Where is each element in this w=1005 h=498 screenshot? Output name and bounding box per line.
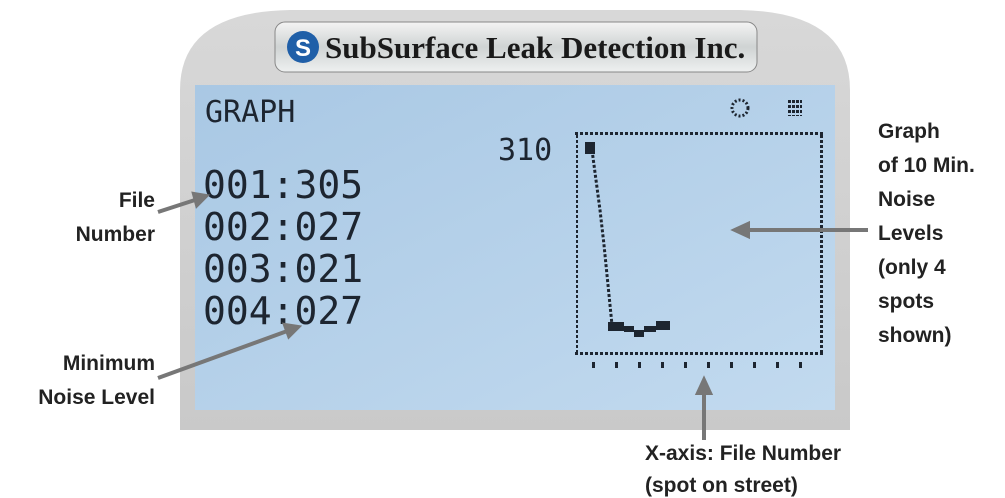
annotation: Noise: [878, 188, 935, 211]
annotation: Minimum: [63, 352, 155, 375]
annotation: Levels: [878, 222, 943, 245]
screen-title: GRAPH: [205, 95, 295, 130]
reading: 004:027: [203, 289, 363, 333]
brand-name: SubSurface Leak Detection Inc.: [325, 30, 745, 65]
annotation: shown): [878, 324, 952, 347]
annotation: (only 4: [878, 256, 946, 279]
reading: 002:027: [203, 205, 363, 249]
annotation: Number: [76, 223, 155, 246]
annotation: spots: [878, 290, 934, 313]
annotation: (spot on street): [645, 474, 798, 497]
annotation: of 10 Min.: [878, 154, 975, 177]
page: S SubSurface Leak Detection Inc. GRAPH 3…: [0, 0, 1005, 498]
annotation: X-axis: File Number: [645, 442, 841, 465]
graph-max: 310: [498, 133, 552, 168]
annotation: File: [119, 189, 155, 212]
figure: S SubSurface Leak Detection Inc. GRAPH 3…: [0, 0, 1005, 498]
annotation: Graph: [878, 120, 940, 143]
annotation: Noise Level: [38, 386, 155, 409]
reading: 003:021: [203, 247, 363, 291]
reading: 001:305: [203, 163, 363, 207]
logo-mark: S: [295, 35, 311, 62]
